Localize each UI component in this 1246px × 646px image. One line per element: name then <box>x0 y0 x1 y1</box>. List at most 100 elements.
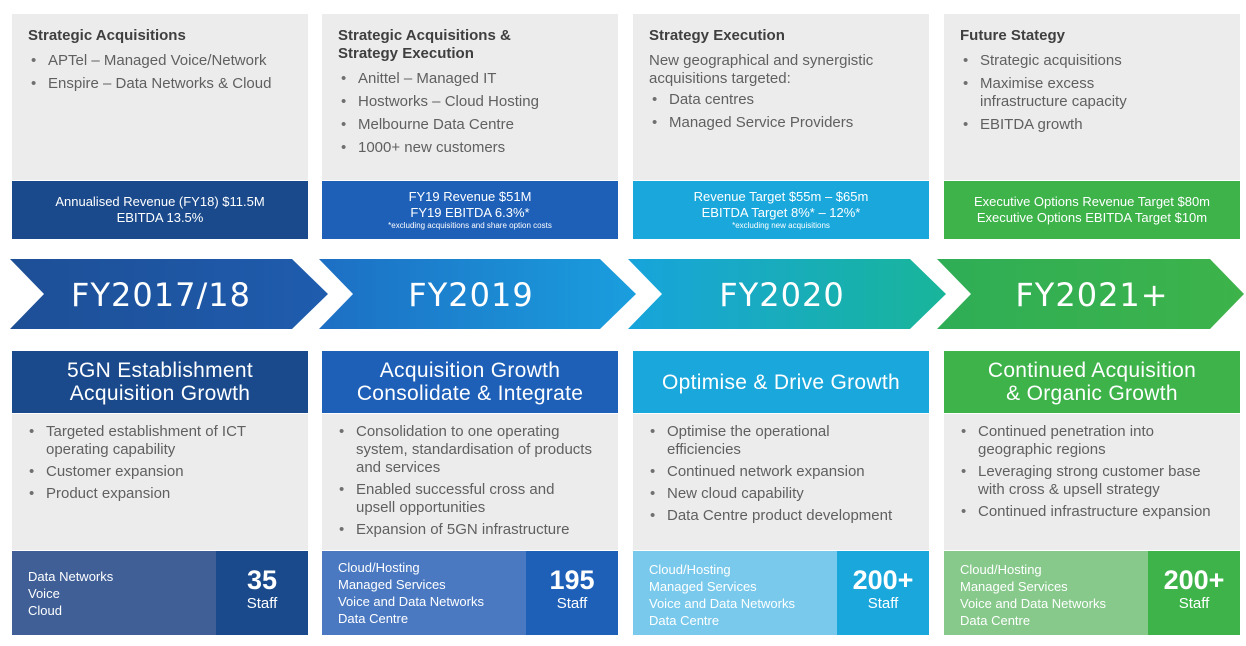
phase-heading-fy2020: Optimise & Drive Growth <box>633 351 929 413</box>
staff-count: 200+ Staff <box>837 551 929 635</box>
strategy-list: Data centres Managed Service Providers <box>649 91 915 132</box>
strategy-card-fy2019: Strategic Acquisitions & Strategy Execut… <box>322 14 618 180</box>
staff-label: Staff <box>246 595 278 612</box>
phase-details-fy2021: Continued penetration into geographic re… <box>944 414 1240 550</box>
strategy-card-fy2020: Strategy Execution New geographical and … <box>633 14 929 180</box>
capabilities-list: Cloud/Hosting Managed Services Voice and… <box>944 551 1148 635</box>
strategy-card-title: Future Stategy <box>960 27 1066 44</box>
capabilities-footer-fy2019: Cloud/Hosting Managed Services Voice and… <box>322 551 618 635</box>
strategy-list: Anittel – Managed IT Hostworks – Cloud H… <box>338 70 604 157</box>
phase-item: Targeted establishment of ICT operating … <box>26 423 266 459</box>
staff-count: 35 Staff <box>216 551 308 635</box>
strategy-item: Hostworks – Cloud Hosting <box>338 93 604 111</box>
phase-item: Leveraging strong customer base with cro… <box>958 463 1228 499</box>
year-label: FY2017/18 <box>71 276 251 314</box>
timeline-arrows: FY2017/18 FY2019 FY2020 FY2021+ <box>10 259 1244 329</box>
financials-band-fy2017: Annualised Revenue (FY18) $11.5M EBITDA … <box>12 181 308 239</box>
capability-item: Managed Services <box>649 579 757 594</box>
financial-line: Annualised Revenue (FY18) $11.5M <box>55 194 265 209</box>
financials-band-fy2021: Executive Options Revenue Target $80m Ex… <box>944 181 1240 239</box>
staff-number: 200+ <box>1163 565 1225 595</box>
staff-count: 195 Staff <box>526 551 618 635</box>
phase-heading-line: & Organic Growth <box>1006 382 1178 405</box>
phase-heading-line: Optimise & Drive Growth <box>662 370 900 394</box>
phase-details-fy2019: Consolidation to one operating system, s… <box>322 414 618 550</box>
phase-item: Continued network expansion <box>647 463 917 481</box>
capability-item: Data Centre <box>649 613 720 628</box>
capability-item: Managed Services <box>960 579 1068 594</box>
financial-footnote: *excluding new acquisitions <box>732 221 830 230</box>
financial-line: FY19 Revenue $51M <box>408 189 532 204</box>
staff-number: 195 <box>549 565 595 595</box>
financial-line: Executive Options Revenue Target $80m <box>973 194 1211 209</box>
capability-item: Cloud/Hosting <box>960 562 1042 577</box>
strategy-list: APTel – Managed Voice/Network Enspire – … <box>28 52 294 93</box>
strategy-intro: New geographical and synergistic acquisi… <box>649 52 874 87</box>
staff-number: 35 <box>246 565 278 595</box>
staff-label: Staff <box>556 595 588 612</box>
strategy-card-title: Strategic Acquisitions <box>28 27 186 44</box>
phase-item: Consolidation to one operating system, s… <box>336 423 606 477</box>
phase-item: Continued penetration into geographic re… <box>958 423 1188 459</box>
capability-item: Data Centre <box>960 613 1031 628</box>
capability-item: Voice and Data Networks <box>960 596 1106 611</box>
phase-details-fy2020: Optimise the operational efficiencies Co… <box>633 414 929 550</box>
financials-band-fy2019: FY19 Revenue $51M FY19 EBITDA 6.3%* *exc… <box>322 181 618 239</box>
phase-heading-fy2021: Continued Acquisition & Organic Growth <box>944 351 1240 413</box>
phase-item: Product expansion <box>26 485 296 503</box>
capabilities-footer-fy2017: Data Networks Voice Cloud 35 Staff <box>12 551 308 635</box>
year-label: FY2021+ <box>1015 276 1168 314</box>
strategy-card-fy2017: Strategic Acquisitions APTel – Managed V… <box>12 14 308 180</box>
strategy-card-title: Strategic Acquisitions & Strategy Execut… <box>338 27 511 62</box>
strategy-list: Strategic acquisitions Maximise excess i… <box>960 52 1226 134</box>
year-label: FY2020 <box>719 276 844 314</box>
staff-label: Staff <box>1178 595 1210 612</box>
timeline-chevron <box>937 259 1244 329</box>
strategy-item: Maximise excess infrastructure capacity <box>960 75 1150 111</box>
strategy-item: 1000+ new customers <box>338 139 604 157</box>
financial-line: EBITDA Target 8%* – 12%* <box>701 205 861 220</box>
phase-list: Continued penetration into geographic re… <box>958 423 1228 521</box>
phase-item: New cloud capability <box>647 485 917 503</box>
timeline-chevron <box>10 259 328 329</box>
capability-item: Voice and Data Networks <box>338 594 484 609</box>
year-label: FY2019 <box>408 276 533 314</box>
phase-heading-line: Continued Acquisition <box>987 359 1197 382</box>
financial-line: EBITDA 13.5% <box>116 210 204 225</box>
strategy-item: Managed Service Providers <box>649 114 915 132</box>
phase-list: Optimise the operational efficiencies Co… <box>647 423 917 525</box>
financial-line: Revenue Target $55m – $65m <box>693 189 869 204</box>
capabilities-footer-fy2021: Cloud/Hosting Managed Services Voice and… <box>944 551 1240 635</box>
capability-item: Managed Services <box>338 577 446 592</box>
strategy-card-title: Strategy Execution <box>649 27 785 44</box>
phase-item: Enabled successful cross and upsell oppo… <box>336 481 576 517</box>
phase-item: Expansion of 5GN infrastructure <box>336 521 606 539</box>
phase-heading-line: Acquisition Growth <box>379 359 561 382</box>
capability-item: Data Networks <box>28 569 114 584</box>
timeline-chevron <box>319 259 636 329</box>
phase-heading-fy2019: Acquisition Growth Consolidate & Integra… <box>322 351 618 413</box>
staff-number: 200+ <box>852 565 914 595</box>
capability-item: Voice and Data Networks <box>649 596 795 611</box>
capabilities-list: Data Networks Voice Cloud <box>12 551 216 635</box>
strategy-item: Data centres <box>649 91 915 109</box>
financial-line: FY19 EBITDA 6.3%* <box>410 205 530 220</box>
phase-list: Consolidation to one operating system, s… <box>336 423 606 539</box>
phase-heading-fy2017: 5GN Establishment Acquisition Growth <box>12 351 308 413</box>
phase-list: Targeted establishment of ICT operating … <box>26 423 296 503</box>
capability-item: Voice <box>28 586 60 601</box>
capabilities-list: Cloud/Hosting Managed Services Voice and… <box>633 551 837 635</box>
financial-footnote: *excluding acquisitions and share option… <box>388 221 552 230</box>
timeline-chevron <box>628 259 946 329</box>
strategy-item: Enspire – Data Networks & Cloud <box>28 75 294 93</box>
capability-item: Cloud <box>28 603 62 618</box>
strategy-item: EBITDA growth <box>960 116 1226 134</box>
strategy-item: Anittel – Managed IT <box>338 70 604 88</box>
phase-item: Optimise the operational efficiencies <box>647 423 857 459</box>
phase-heading-line: 5GN Establishment <box>66 359 253 382</box>
staff-label: Staff <box>867 595 899 612</box>
phase-details-fy2017: Targeted establishment of ICT operating … <box>12 414 308 550</box>
phase-heading-line: Consolidate & Integrate <box>356 382 584 405</box>
strategy-item: APTel – Managed Voice/Network <box>28 52 294 70</box>
staff-count: 200+ Staff <box>1148 551 1240 635</box>
